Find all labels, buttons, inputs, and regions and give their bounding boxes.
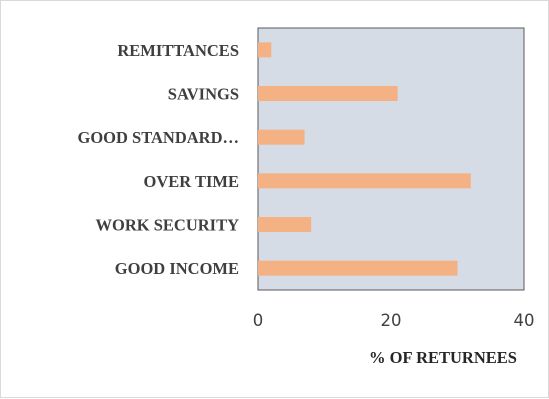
bars-group xyxy=(258,42,471,276)
category-label: WORK SECURITY xyxy=(96,216,240,235)
category-label: GOOD INCOME xyxy=(115,259,239,278)
plot-area xyxy=(257,27,525,291)
category-label: GOOD STANDARD… xyxy=(78,128,240,147)
x-tick-label: 20 xyxy=(381,311,402,330)
category-labels: REMITTANCES SAVINGS GOOD STANDARD… OVER TIM… xyxy=(78,41,240,278)
x-tick-label: 40 xyxy=(514,311,535,330)
category-label: SAVINGS xyxy=(168,85,239,104)
bar-4 xyxy=(258,217,312,232)
category-label: REMITTANCES xyxy=(117,41,239,60)
x-tick-labels: 0 20 40 xyxy=(253,311,535,330)
bar-0 xyxy=(258,42,272,58)
bar-5 xyxy=(258,260,458,276)
bar-2 xyxy=(258,129,305,145)
x-tick-label: 0 xyxy=(253,311,264,330)
x-axis-title: % OF RETURNEES xyxy=(369,348,517,367)
bar-1 xyxy=(258,86,398,101)
bar-3 xyxy=(258,173,471,189)
category-label: OVER TIME xyxy=(143,172,239,191)
